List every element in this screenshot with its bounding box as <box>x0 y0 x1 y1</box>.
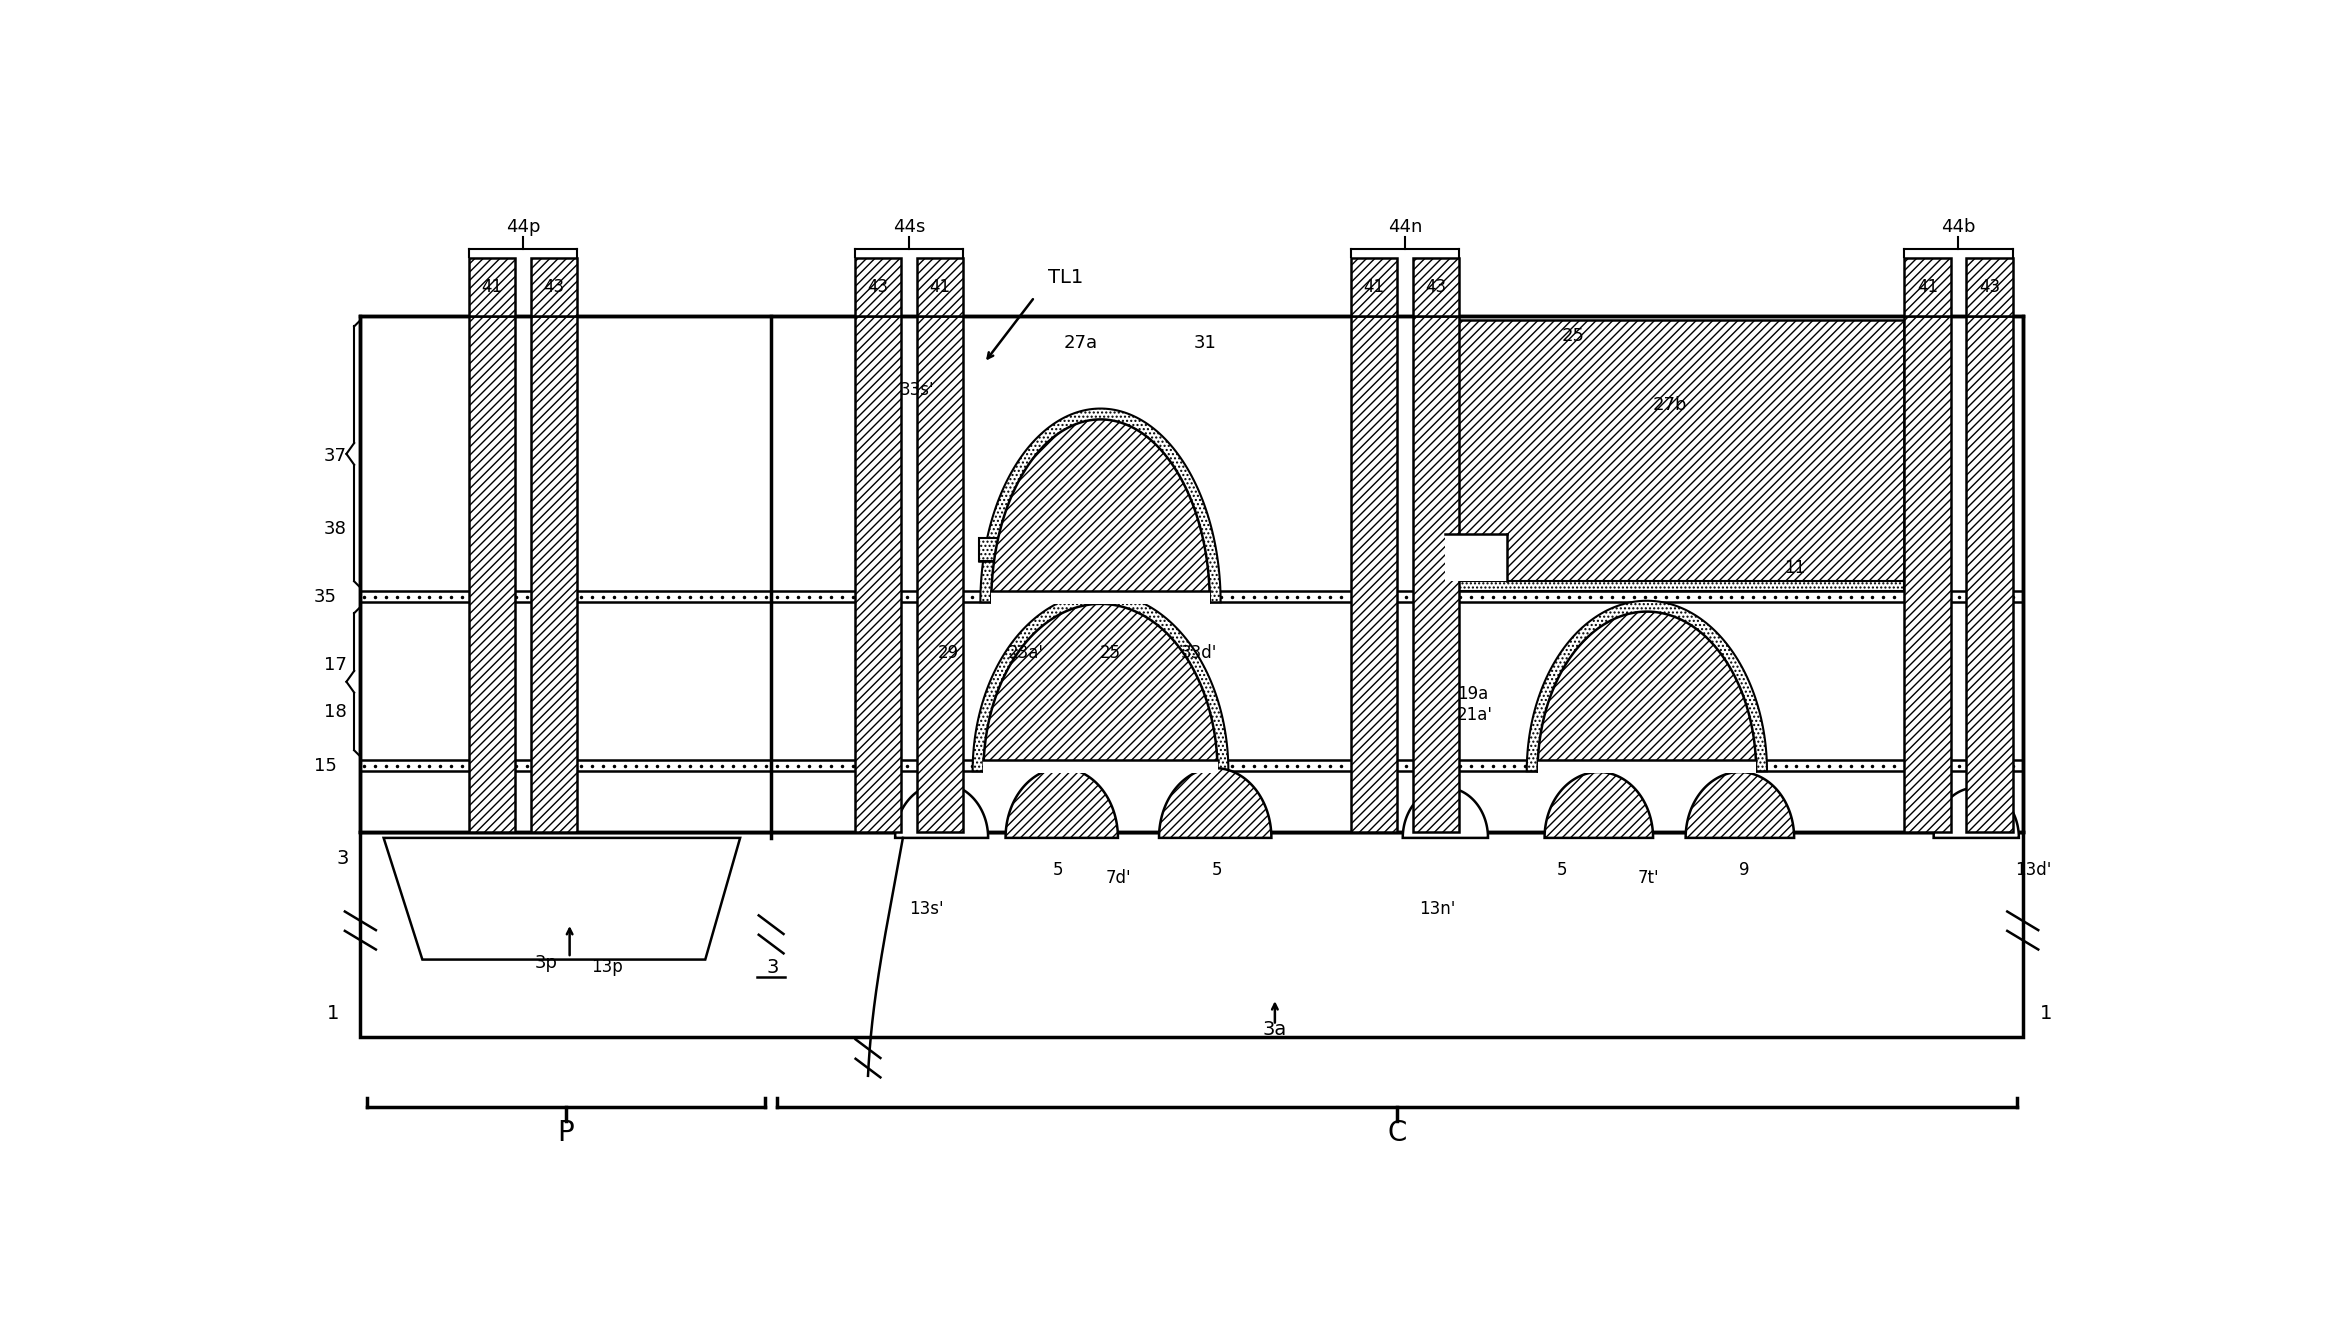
Bar <box>1414 316 1460 832</box>
Text: 33s': 33s' <box>900 381 935 399</box>
Bar <box>1446 580 1904 591</box>
Text: 1: 1 <box>2039 1004 2053 1024</box>
Polygon shape <box>1686 772 1795 838</box>
Text: 9: 9 <box>1739 862 1748 879</box>
Polygon shape <box>983 604 1218 772</box>
Bar <box>983 760 1218 773</box>
Bar <box>916 259 963 316</box>
Bar <box>360 316 2023 832</box>
Text: 3a: 3a <box>1262 1020 1288 1038</box>
Text: 29: 29 <box>937 645 958 662</box>
Text: 41: 41 <box>1362 277 1386 296</box>
Text: 25: 25 <box>1562 327 1586 344</box>
Bar <box>1904 259 1951 316</box>
Text: 15: 15 <box>314 757 337 775</box>
Bar <box>470 316 516 832</box>
Text: 44p: 44p <box>507 218 539 236</box>
Bar <box>1537 760 1755 773</box>
Text: 23a': 23a' <box>1007 645 1044 662</box>
Text: 43: 43 <box>1425 277 1446 296</box>
Text: 41: 41 <box>930 277 951 296</box>
Bar <box>1414 259 1460 316</box>
Text: 7d': 7d' <box>1104 870 1132 887</box>
Bar <box>979 537 1049 561</box>
Text: 38: 38 <box>323 520 346 539</box>
Text: 5: 5 <box>1053 862 1063 879</box>
Text: 43: 43 <box>1979 277 2000 296</box>
Bar <box>1967 316 2013 832</box>
Polygon shape <box>1934 788 2018 838</box>
Text: 37: 37 <box>323 446 346 465</box>
Text: 3p: 3p <box>535 954 558 973</box>
Polygon shape <box>1004 768 1118 838</box>
Polygon shape <box>1158 768 1272 838</box>
Text: 41: 41 <box>481 277 502 296</box>
Text: 5: 5 <box>1211 862 1223 879</box>
Bar <box>856 316 902 832</box>
Bar <box>470 259 516 316</box>
Text: 3: 3 <box>337 850 349 868</box>
Text: P: P <box>558 1119 574 1147</box>
Polygon shape <box>384 838 739 959</box>
Text: 19a: 19a <box>1458 685 1488 702</box>
Text: 21a': 21a' <box>1458 706 1493 725</box>
Text: 31: 31 <box>1193 335 1216 352</box>
Text: C: C <box>1388 1119 1407 1147</box>
Polygon shape <box>990 419 1209 602</box>
Text: 13d': 13d' <box>2016 862 2051 879</box>
Text: 13n': 13n' <box>1421 900 1455 918</box>
Text: 7t': 7t' <box>1637 870 1660 887</box>
Bar <box>360 832 2023 1037</box>
Polygon shape <box>1537 611 1755 772</box>
Text: 5: 5 <box>1555 862 1567 879</box>
Text: 33d': 33d' <box>1181 645 1216 662</box>
Text: 17: 17 <box>323 657 346 674</box>
Text: 44b: 44b <box>1941 218 1976 236</box>
Bar <box>1967 259 2013 316</box>
Polygon shape <box>972 594 1228 772</box>
Text: 18: 18 <box>323 702 346 721</box>
Bar <box>1904 316 1951 832</box>
Bar <box>979 537 1049 561</box>
Polygon shape <box>1402 788 1488 838</box>
Text: 3: 3 <box>767 958 779 977</box>
Text: 44s: 44s <box>893 218 925 236</box>
Polygon shape <box>1544 772 1653 838</box>
Text: 27a: 27a <box>1065 335 1097 352</box>
Bar <box>916 316 963 832</box>
Bar <box>1446 320 1904 580</box>
Bar <box>856 259 902 316</box>
Text: 25: 25 <box>1100 645 1121 662</box>
Text: 13p: 13p <box>591 958 623 977</box>
Polygon shape <box>895 784 988 838</box>
Text: 43: 43 <box>867 277 888 296</box>
Text: 44n: 44n <box>1388 218 1423 236</box>
Polygon shape <box>981 409 1221 602</box>
Text: 35: 35 <box>314 588 337 606</box>
Bar <box>530 259 577 316</box>
Bar <box>990 591 1209 604</box>
Bar <box>1446 535 1507 580</box>
Text: 1: 1 <box>328 1004 339 1024</box>
Polygon shape <box>1528 600 1767 772</box>
Text: 13s': 13s' <box>909 900 944 918</box>
Bar <box>1351 316 1397 832</box>
Bar <box>1351 259 1397 316</box>
Text: TL1: TL1 <box>1049 268 1083 287</box>
Text: 41: 41 <box>1916 277 1939 296</box>
Bar <box>530 316 577 832</box>
Text: 11: 11 <box>1786 559 1807 578</box>
Text: 43: 43 <box>544 277 565 296</box>
Text: 27b: 27b <box>1653 397 1688 414</box>
